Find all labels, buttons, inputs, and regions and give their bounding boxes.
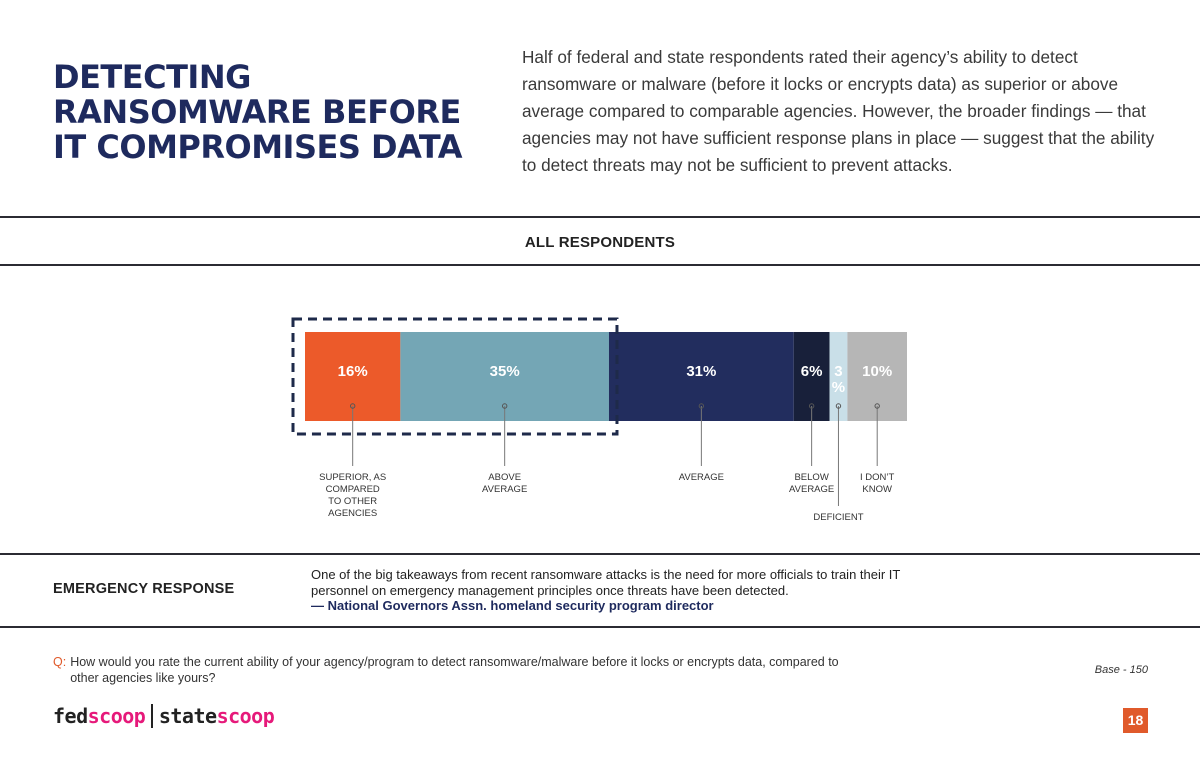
divider	[0, 216, 1200, 218]
highlight-box	[291, 317, 619, 436]
category-label: ABOVE AVERAGE	[482, 472, 527, 495]
category-label: AVERAGE	[679, 472, 724, 483]
title-line: IT COMPROMISES DATA	[53, 128, 463, 166]
base-count: Base - 150	[1094, 664, 1148, 676]
logo-fed: fed	[53, 704, 88, 728]
value-label: 35%	[490, 363, 520, 380]
emergency-quote: One of the big takeaways from recent ran…	[311, 567, 911, 614]
logo-separator	[151, 704, 153, 728]
bar-segment	[829, 332, 848, 421]
value-label: 31%	[686, 363, 716, 380]
question-prefix: Q:	[53, 655, 67, 669]
leader-dot	[874, 403, 880, 409]
quote-text: One of the big takeaways from recent ran…	[311, 567, 901, 598]
category-label: I DON’T KNOW	[860, 472, 895, 495]
question-text: How would you rate the current ability o…	[70, 655, 839, 685]
value-label: 16%	[338, 363, 368, 380]
leader-dot	[698, 403, 705, 409]
logo-scoop: scoop	[87, 704, 146, 728]
value-label: 10%	[862, 363, 892, 380]
leader-dot	[349, 403, 356, 409]
intro-paragraph: Half of federal and state respondents ra…	[522, 47, 1155, 175]
quote-attribution: — National Governors Assn. homeland secu…	[311, 598, 714, 613]
logo-scoop: scoop	[216, 704, 275, 728]
leader-dot	[808, 403, 815, 409]
stacked-bar-chart: 16% SUPERIOR, AS COMPARED TO OTHER AGENCIES 3…	[291, 317, 907, 523]
page-title: DETECTING RANSOMWARE BEFORE IT COMPROMIS…	[53, 60, 493, 165]
page-number: 18	[1123, 708, 1148, 733]
publisher-logo: fed scoop state scoop	[53, 704, 275, 728]
section-label: ALL RESPONDENTS	[524, 234, 676, 251]
logo-state: state	[158, 704, 217, 728]
emergency-response-title: EMERGENCY RESPONSE	[53, 581, 235, 597]
value-label: 3%	[832, 363, 845, 396]
category-label: SUPERIOR, AS COMPARED TO OTHER AGENCIES	[319, 472, 386, 519]
category-label: DEFICIENT	[813, 512, 863, 523]
divider	[0, 264, 1200, 266]
survey-question: Q: How would you rate the current ability…	[53, 654, 953, 686]
title-line: DETECTING	[53, 58, 251, 96]
category-label: BELOW AVERAGE	[789, 472, 834, 495]
leader-dot	[835, 403, 842, 409]
divider	[0, 626, 1200, 628]
title-line: RANSOMWARE BEFORE	[53, 93, 461, 131]
leader-dot	[501, 403, 508, 409]
value-label: 6%	[801, 363, 823, 380]
divider	[0, 553, 1200, 555]
